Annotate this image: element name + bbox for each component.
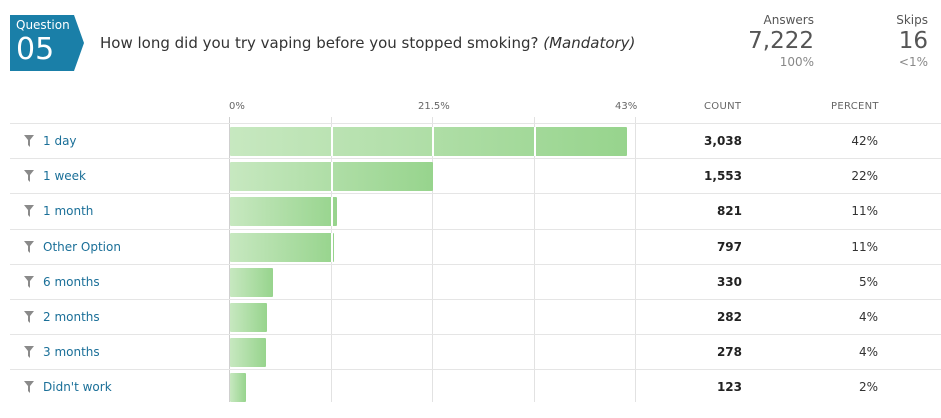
bar <box>230 338 267 368</box>
filter-icon[interactable] <box>24 240 34 253</box>
percent-value: 22% <box>851 169 878 184</box>
category-label[interactable]: 2 months <box>43 310 100 324</box>
bar <box>230 197 338 227</box>
count-value: 123 <box>716 380 742 395</box>
count-value: 282 <box>716 310 742 324</box>
bar <box>230 303 267 332</box>
filter-icon[interactable] <box>24 381 34 394</box>
bar <box>230 373 247 403</box>
bar <box>230 232 335 262</box>
gridline <box>533 117 535 402</box>
table-row: 1 month 821 11% <box>10 193 941 229</box>
bar-segment-divider <box>330 197 333 227</box>
filter-icon[interactable] <box>24 346 34 359</box>
mandatory-label: (Mandatory) <box>543 34 636 52</box>
bar <box>230 267 274 297</box>
bar-segment-divider <box>432 127 434 156</box>
count-value: 1,553 <box>704 169 742 184</box>
count-value: 330 <box>716 274 742 289</box>
question-number: 05 <box>16 32 55 67</box>
answers-value: 7,222 <box>748 28 814 54</box>
gridline <box>432 117 433 402</box>
category-label[interactable]: 1 month <box>43 204 94 219</box>
count-column-header: COUNT <box>704 101 742 112</box>
percent-value: 4% <box>858 310 878 324</box>
answers-stat: Answers 7,222 100% <box>748 13 814 69</box>
answers-percent: 100% <box>779 55 814 69</box>
table-row: 6 months 330 5% <box>10 263 941 300</box>
skips-percent: <1% <box>898 55 928 69</box>
bar-segment-divider <box>330 232 333 262</box>
category-label[interactable]: Other Option <box>43 239 121 254</box>
table-row: Other Option 797 11% <box>10 228 941 265</box>
gridline <box>635 117 636 402</box>
question-badge-label: Question <box>16 18 70 32</box>
bar-segment-divider <box>330 162 333 192</box>
percent-value: 11% <box>851 204 878 219</box>
table-row: 1 day 3,038 42% <box>10 123 941 159</box>
bar <box>230 127 628 156</box>
count-value: 797 <box>716 239 742 254</box>
filter-icon[interactable] <box>24 311 34 323</box>
answers-label: Answers <box>763 13 814 27</box>
category-label[interactable]: 1 week <box>43 169 86 184</box>
percent-value: 5% <box>858 274 878 289</box>
percent-value: 4% <box>858 345 878 360</box>
question-badge: Question 05 <box>10 15 84 71</box>
x-tick-label: 43% <box>615 101 638 112</box>
table-row: Didn't work 123 2% <box>10 369 941 405</box>
x-tick-label: 0% <box>229 101 245 112</box>
percent-value: 42% <box>851 134 878 148</box>
percent-column-header: PERCENT <box>831 101 879 112</box>
skips-label: Skips <box>896 13 928 27</box>
filter-icon[interactable] <box>24 205 34 218</box>
category-label[interactable]: 6 months <box>43 274 100 289</box>
count-value: 3,038 <box>704 134 742 148</box>
question-text: How long did you try vaping before you s… <box>100 34 635 52</box>
percent-value: 11% <box>851 239 878 254</box>
gridline <box>229 117 230 402</box>
skips-stat: Skips 16 <1% <box>896 13 928 69</box>
filter-icon[interactable] <box>24 170 34 183</box>
table-row: 3 months 278 4% <box>10 334 941 370</box>
question-title: How long did you try vaping before you s… <box>100 34 539 52</box>
bar-segment-divider <box>330 127 333 156</box>
filter-icon[interactable] <box>24 135 34 147</box>
category-label[interactable]: 3 months <box>43 345 100 360</box>
category-label[interactable]: Didn't work <box>43 380 112 395</box>
count-value: 278 <box>716 345 742 360</box>
category-label[interactable]: 1 day <box>43 134 77 148</box>
percent-value: 2% <box>858 380 878 395</box>
skips-value: 16 <box>898 28 928 54</box>
bar-segment-divider <box>533 127 536 156</box>
x-tick-label: 21.5% <box>418 101 450 112</box>
bar <box>230 162 433 192</box>
table-row: 2 months 282 4% <box>10 299 941 335</box>
count-value: 821 <box>716 204 742 219</box>
filter-icon[interactable] <box>24 275 34 288</box>
table-row: 1 week 1,553 22% <box>10 158 941 194</box>
